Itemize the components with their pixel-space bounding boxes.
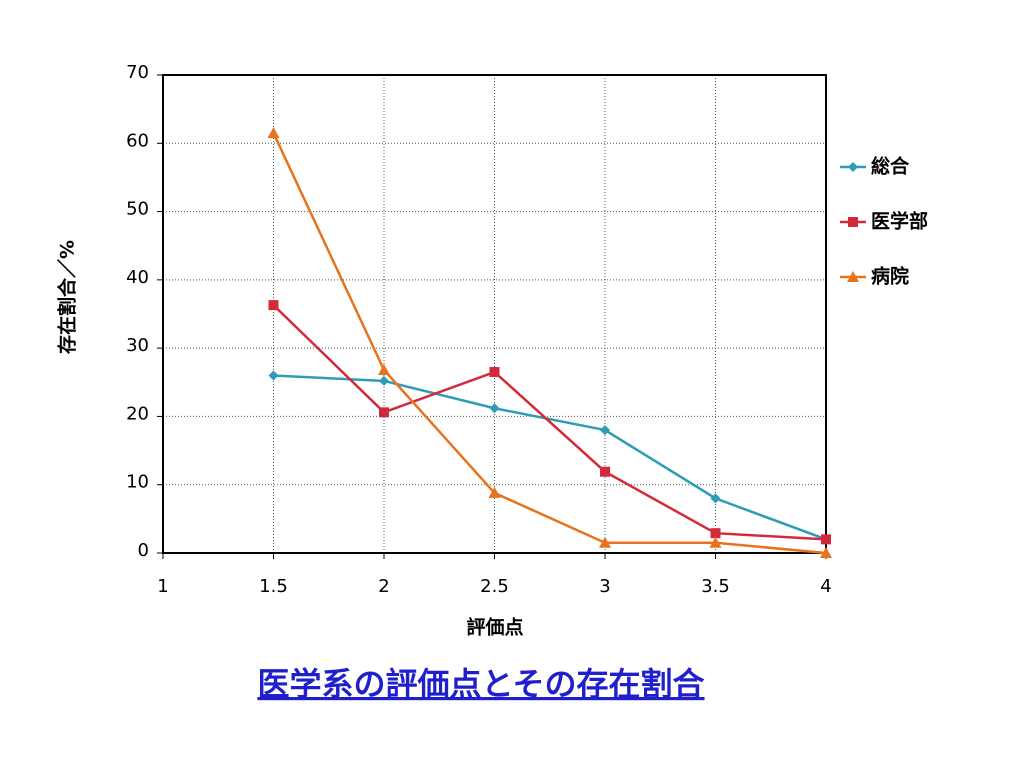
y-tick-label: 10	[126, 472, 149, 493]
x-tick-label: 4	[820, 576, 831, 597]
y-axis-title: 存在割合／%	[56, 240, 79, 354]
marker	[379, 407, 389, 418]
marker	[709, 536, 722, 548]
y-tick-label: 60	[126, 130, 149, 151]
y-tick-label: 40	[126, 267, 149, 288]
marker	[489, 367, 500, 378]
x-tick-label: 3.5	[701, 576, 730, 597]
marker	[710, 528, 721, 539]
y-tick-label: 0	[138, 540, 149, 561]
x-tick-label: 3	[599, 576, 610, 597]
marker	[267, 127, 280, 139]
marker	[820, 547, 832, 558]
legend-label: 医学部	[871, 210, 928, 233]
series-line	[272, 132, 827, 555]
marker	[821, 534, 831, 545]
marker	[600, 425, 610, 436]
series-line	[272, 304, 827, 541]
marker	[848, 217, 858, 227]
y-tick-label: 30	[126, 335, 149, 356]
x-tick-label: 1	[157, 576, 168, 597]
x-tick-label: 1.5	[259, 576, 288, 597]
marker	[489, 403, 500, 414]
chart-title[interactable]: 医学系の評価点とその存在割合	[257, 665, 704, 703]
x-tick-label: 2	[378, 576, 389, 597]
y-tick-label: 50	[126, 199, 149, 220]
marker	[710, 493, 721, 504]
marker	[488, 486, 501, 498]
marker	[378, 363, 390, 375]
x-axis-title: 評価点	[466, 616, 523, 639]
plot-frame	[162, 74, 827, 554]
x-tick-label: 2.5	[480, 576, 509, 597]
marker	[600, 466, 610, 477]
legend-label: 総合	[871, 155, 910, 178]
legend-label: 病院	[871, 265, 909, 288]
marker	[848, 162, 858, 172]
marker	[599, 536, 611, 548]
marker	[268, 300, 279, 311]
marker	[847, 271, 859, 282]
y-tick-label: 20	[126, 403, 149, 424]
y-tick-label: 70	[126, 62, 149, 83]
series-line	[273, 374, 827, 541]
marker	[379, 375, 389, 386]
marker	[268, 370, 279, 381]
